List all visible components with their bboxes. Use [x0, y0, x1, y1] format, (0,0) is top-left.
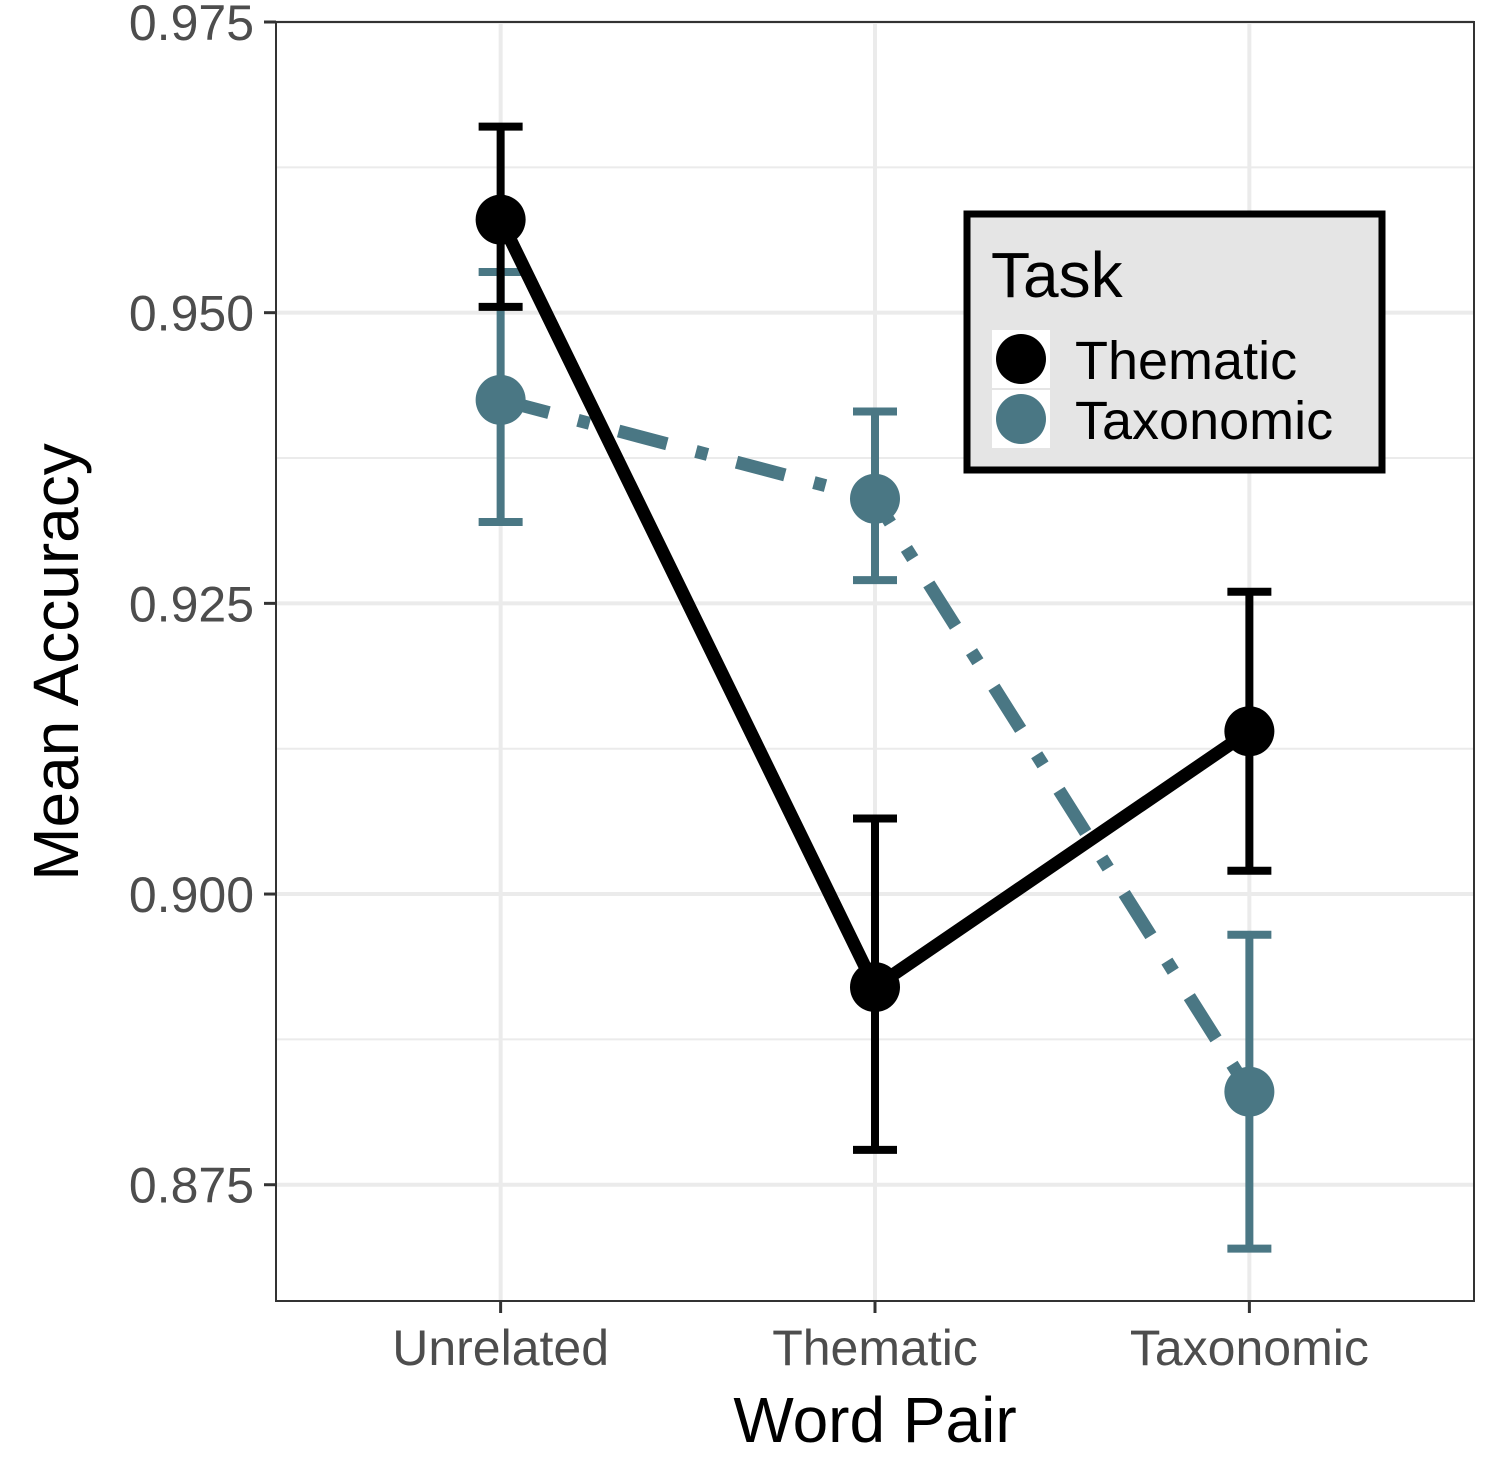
data-point-taxonomic [1224, 1066, 1275, 1117]
legend-marker-thematic [996, 334, 1046, 384]
data-point-thematic [850, 962, 900, 1013]
x-axis-title: Word Pair [733, 1384, 1016, 1456]
series-layer [475, 122, 1275, 1253]
data-point-taxonomic [475, 374, 526, 425]
legend-title: Task [991, 239, 1124, 311]
series-taxonomic [475, 267, 1275, 1253]
y-axis-title: Mean Accuracy [20, 443, 92, 881]
plot-panel-border [275, 21, 1475, 1302]
data-point-thematic [475, 194, 526, 245]
x-axis: Unrelated Thematic Taxonomic [392, 1301, 1369, 1376]
y-tick-label: 0.950 [129, 286, 254, 342]
y-axis: 0.875 0.900 0.925 0.950 0.975 [129, 0, 276, 1214]
data-point-taxonomic [850, 473, 900, 524]
y-tick-label: 0.900 [129, 867, 254, 923]
legend-label-thematic: Thematic [1075, 331, 1297, 391]
x-tick-label: Thematic [772, 1320, 978, 1376]
data-point-thematic [1224, 706, 1275, 757]
legend-label-taxonomic: Taxonomic [1075, 391, 1333, 451]
y-tick-label: 0.925 [129, 576, 254, 632]
x-tick-label: Unrelated [392, 1320, 609, 1376]
series-thematic [475, 122, 1275, 1154]
legend-marker-taxonomic [996, 394, 1046, 444]
y-tick-label: 0.875 [129, 1158, 254, 1214]
y-tick-label: 0.975 [129, 0, 254, 51]
x-tick-label: Taxonomic [1130, 1320, 1369, 1376]
